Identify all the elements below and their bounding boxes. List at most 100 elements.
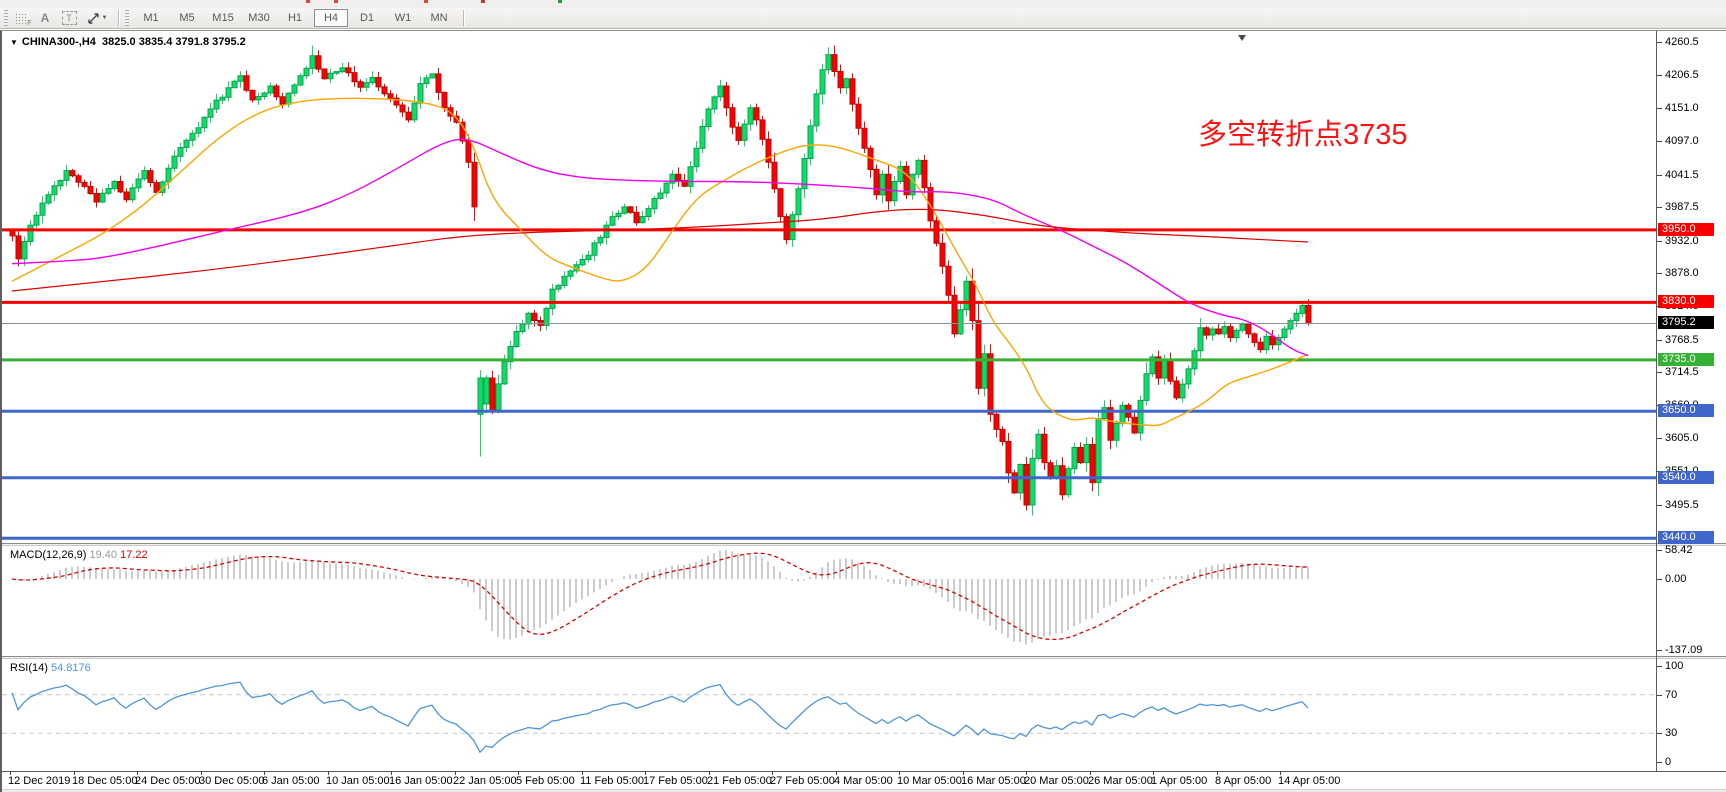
price-tick-label: 3987.5 xyxy=(1665,201,1699,213)
price-tick xyxy=(1657,75,1662,76)
chart-toolbar: F A T ▼ M1 M5 M15 M30 H1 H4 D1 W1 MN xyxy=(0,8,1726,29)
timeframe-button-M1[interactable]: M1 xyxy=(143,12,159,24)
time-tick xyxy=(1090,771,1091,775)
chart-window: ▼ CHINA300-,H4 3825.0 3835.4 3791.8 3795.… xyxy=(0,30,1726,792)
timeframe-button-M15[interactable]: M15 xyxy=(212,12,234,24)
time-tick xyxy=(1153,771,1154,775)
time-tick-label: 18 Dec 05:00 xyxy=(72,775,138,787)
toolbar-separator xyxy=(118,10,120,26)
price-tick-label: 4097.0 xyxy=(1665,135,1699,147)
rsi-axis-label: 30 xyxy=(1665,727,1678,739)
macd-tick xyxy=(1657,650,1662,651)
time-tick xyxy=(264,771,265,775)
timeframe-button-M5[interactable]: M5 xyxy=(179,12,195,24)
time-tick-label: 20 Mar 05:00 xyxy=(1024,775,1089,787)
time-tick xyxy=(201,771,202,775)
time-tick xyxy=(899,771,900,775)
toolbar-grip[interactable] xyxy=(4,10,8,26)
time-tick-label: 26 Mar 05:00 xyxy=(1088,775,1153,787)
price-tick xyxy=(1657,108,1662,109)
time-tick-label: 10 Jan 05:00 xyxy=(326,775,390,787)
time-tick xyxy=(1280,771,1281,775)
chevron-down-icon: ▼ xyxy=(10,38,18,47)
toolbar-grip[interactable] xyxy=(125,10,129,26)
macd-tick xyxy=(1657,579,1662,580)
text-label-tool-icon[interactable]: T xyxy=(58,10,80,26)
time-tick xyxy=(1217,771,1218,775)
toolbar-speck xyxy=(481,0,485,3)
time-tick-label: 5 Feb 05:00 xyxy=(516,775,575,787)
toolbar-speck xyxy=(424,0,428,3)
price-tick-label: 3878.0 xyxy=(1665,267,1699,279)
timeframe-button-M30[interactable]: M30 xyxy=(248,12,270,24)
time-tick xyxy=(137,771,138,775)
pane-separator[interactable] xyxy=(2,543,1726,546)
rsi-tick xyxy=(1657,762,1662,763)
rsi-line xyxy=(11,681,1309,754)
price-tick-label: 3605.0 xyxy=(1665,432,1699,444)
rsi-axis-label: 0 xyxy=(1665,756,1672,768)
font-tool-icon[interactable]: A xyxy=(34,10,56,26)
rsi-value: 54.8176 xyxy=(50,662,91,674)
timeframe-button-H1[interactable]: H1 xyxy=(287,12,303,24)
chart-shift-marker[interactable] xyxy=(1238,35,1246,41)
price-tick xyxy=(1657,372,1662,373)
price-line-badge-3795.2: 3795.2 xyxy=(1658,316,1714,329)
snap-grid-icon[interactable]: F xyxy=(10,10,32,27)
rsi-label: RSI(14) 54.8176 xyxy=(10,662,91,674)
time-tick xyxy=(1026,771,1027,775)
macd-label: MACD(12,26,9) 19.40 17.22 xyxy=(10,549,148,561)
time-tick-label: 27 Feb 05:00 xyxy=(770,775,835,787)
candles-group xyxy=(9,45,1312,516)
window-edge xyxy=(2,789,1726,792)
price-line-badge-3830.0: 3830.0 xyxy=(1658,295,1714,308)
chart-title: ▼ CHINA300-,H4 3825.0 3835.4 3791.8 3795.… xyxy=(10,36,246,48)
rsi-name: RSI(14) xyxy=(10,662,48,674)
ma-slow-red xyxy=(11,208,1309,292)
price-tick xyxy=(1657,340,1662,341)
toolbar-speck xyxy=(334,0,338,3)
price-tick-label: 3714.5 xyxy=(1665,366,1699,378)
time-axis-border xyxy=(2,771,1726,772)
price-tick xyxy=(1657,175,1662,176)
time-tick-label: 6 Jan 05:00 xyxy=(262,775,320,787)
time-tick-label: 10 Mar 05:00 xyxy=(897,775,962,787)
time-tick-label: 4 Mar 05:00 xyxy=(834,775,893,787)
chart-ohlc-values: 3825.0 3835.4 3791.8 3795.2 xyxy=(102,36,246,48)
price-chart-pane[interactable] xyxy=(2,34,1656,544)
rsi-indicator-pane[interactable] xyxy=(2,660,1656,771)
time-tick xyxy=(772,771,773,775)
price-line-badge-3735.0: 3735.0 xyxy=(1658,353,1714,366)
time-tick xyxy=(518,771,519,775)
price-tick xyxy=(1657,505,1662,506)
time-tick-label: 16 Mar 05:00 xyxy=(961,775,1026,787)
rsi-tick xyxy=(1657,733,1662,734)
price-line-badge-3650.0: 3650.0 xyxy=(1658,404,1714,417)
macd-tick xyxy=(1657,550,1662,551)
price-tick-label: 3932.0 xyxy=(1665,235,1699,247)
time-tick-label: 1 Apr 05:00 xyxy=(1151,775,1208,787)
macd-axis-label: 0.00 xyxy=(1665,573,1687,585)
timeframe-button-H4[interactable]: H4 xyxy=(314,9,348,27)
timeframe-button-D1[interactable]: D1 xyxy=(359,12,375,24)
pane-separator[interactable] xyxy=(2,656,1726,659)
cursor-tools-dropdown[interactable]: ▼ xyxy=(82,10,112,26)
time-tick xyxy=(328,771,329,775)
price-tick xyxy=(1657,207,1662,208)
chevron-down-icon: ▼ xyxy=(101,15,108,21)
macd-indicator-pane[interactable] xyxy=(2,547,1656,656)
ma-mid-magenta xyxy=(11,138,1309,357)
rsi-tick xyxy=(1657,695,1662,696)
price-tick xyxy=(1657,273,1662,274)
price-tick xyxy=(1657,241,1662,242)
timeframe-button-MN[interactable]: MN xyxy=(430,12,448,24)
time-tick-label: 24 Dec 05:00 xyxy=(135,775,201,787)
letter-a-glyph: A xyxy=(40,11,50,25)
macd-axis-label: 58.42 xyxy=(1665,544,1693,556)
price-tick xyxy=(1657,42,1662,43)
time-tick xyxy=(455,771,456,775)
time-tick-label: 21 Feb 05:00 xyxy=(707,775,772,787)
macd-histogram xyxy=(17,550,1309,645)
timeframe-button-W1[interactable]: W1 xyxy=(394,12,412,24)
